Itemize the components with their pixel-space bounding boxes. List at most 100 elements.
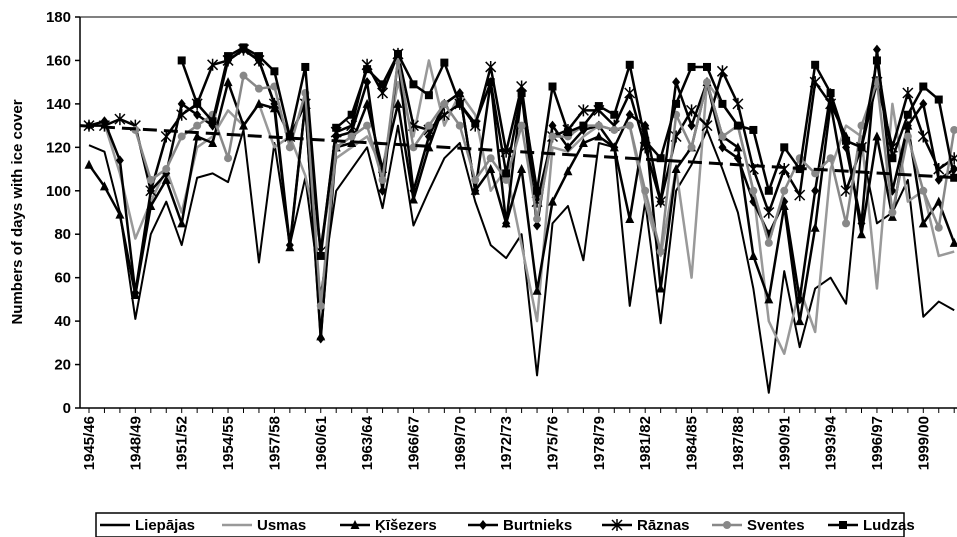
data-point [656,247,665,256]
data-point [563,142,572,153]
y-tick-label: 40 [54,313,71,330]
data-point [840,184,852,197]
data-point [701,119,713,132]
data-point [347,132,356,141]
data-point [594,121,603,130]
data-point [440,58,449,67]
data-point [826,154,835,163]
data-point [764,186,773,195]
data-point [424,131,433,142]
data-point [239,120,248,130]
data-point [471,119,480,128]
x-tick-label: 1963/64 [359,415,376,470]
data-point [918,218,928,228]
data-point [857,121,866,130]
data-point [919,82,928,91]
data-point [517,121,526,130]
data-point [177,218,187,228]
data-point [795,294,804,305]
data-point [625,214,635,224]
data-point [903,110,912,119]
y-tick-label: 140 [46,96,71,113]
x-tick-label: 1993/94 [823,415,840,470]
series-line [88,59,955,355]
data-point [409,185,418,196]
data-point [686,104,698,117]
data-point [254,84,263,93]
data-point [347,137,357,147]
x-tick-label: 1972/73 [498,416,515,470]
data-point [177,98,186,109]
data-point [919,186,928,195]
data-point [378,175,387,184]
data-point [594,131,604,141]
data-point [394,49,402,58]
data-point [301,62,310,71]
data-point [624,87,636,100]
data-point [625,109,634,120]
x-tick-label: 1957/58 [266,416,283,470]
data-point [687,143,696,152]
data-point [455,121,464,130]
data-point [857,229,866,239]
y-tick-label: 180 [46,9,71,26]
y-tick-label: 100 [46,183,71,200]
data-point [842,219,851,228]
data-point [950,125,957,134]
data-point [563,166,573,176]
data-point [934,223,943,232]
data-point [764,294,774,304]
data-point [763,206,775,219]
y-tick-label: 60 [54,270,71,287]
data-point [934,95,943,104]
y-tick-label: 20 [54,357,71,374]
data-point [115,155,124,166]
legend-label: Rāznas [637,517,690,534]
data-point [270,67,279,76]
legend-label: Ķīšezers [375,517,437,534]
legend-marker [479,520,487,530]
data-point [671,164,681,174]
data-point [424,91,433,100]
data-point [917,130,929,143]
data-point [594,102,603,111]
x-tick-label: 1951/52 [174,416,191,470]
data-point [795,316,805,326]
data-point [346,119,358,132]
data-point [486,154,495,163]
data-point [239,43,248,52]
data-point [316,333,325,344]
legend-label: Sventes [747,517,805,534]
data-point [502,169,511,178]
series-line [87,80,956,338]
data-point [857,218,866,229]
x-tick-label: 1987/88 [730,416,747,470]
data-point [548,196,557,206]
data-point [486,164,496,174]
data-point [794,189,806,202]
data-point [224,154,233,163]
data-point [778,163,790,176]
data-point [933,163,945,176]
data-point [610,110,619,119]
data-point [316,251,325,260]
x-tick-label: 1996/97 [869,416,886,470]
data-point [625,121,634,130]
data-point [749,125,758,134]
data-point [160,130,172,143]
data-point [733,142,743,152]
legend-marker [611,519,623,531]
data-point [193,121,202,130]
data-point [517,89,526,98]
data-point [347,110,356,119]
data-point [285,143,294,152]
data-point [438,108,450,121]
data-point [563,128,572,137]
data-point [718,132,727,141]
legend-marker [723,521,731,529]
x-tick-label: 1975/76 [545,416,562,470]
data-point [672,99,681,108]
data-point [533,186,542,195]
x-tick-label: 1948/49 [127,416,144,470]
